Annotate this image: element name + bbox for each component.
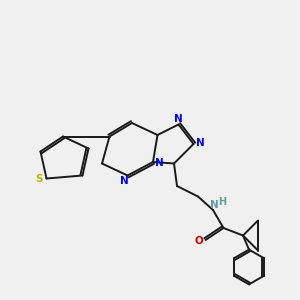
Text: O: O [194,236,203,247]
Text: N: N [196,137,205,148]
Text: H: H [218,196,227,207]
Text: N: N [210,200,219,210]
Text: N: N [120,176,129,186]
Text: N: N [155,158,164,169]
Text: N: N [174,114,183,124]
Text: S: S [35,173,43,184]
